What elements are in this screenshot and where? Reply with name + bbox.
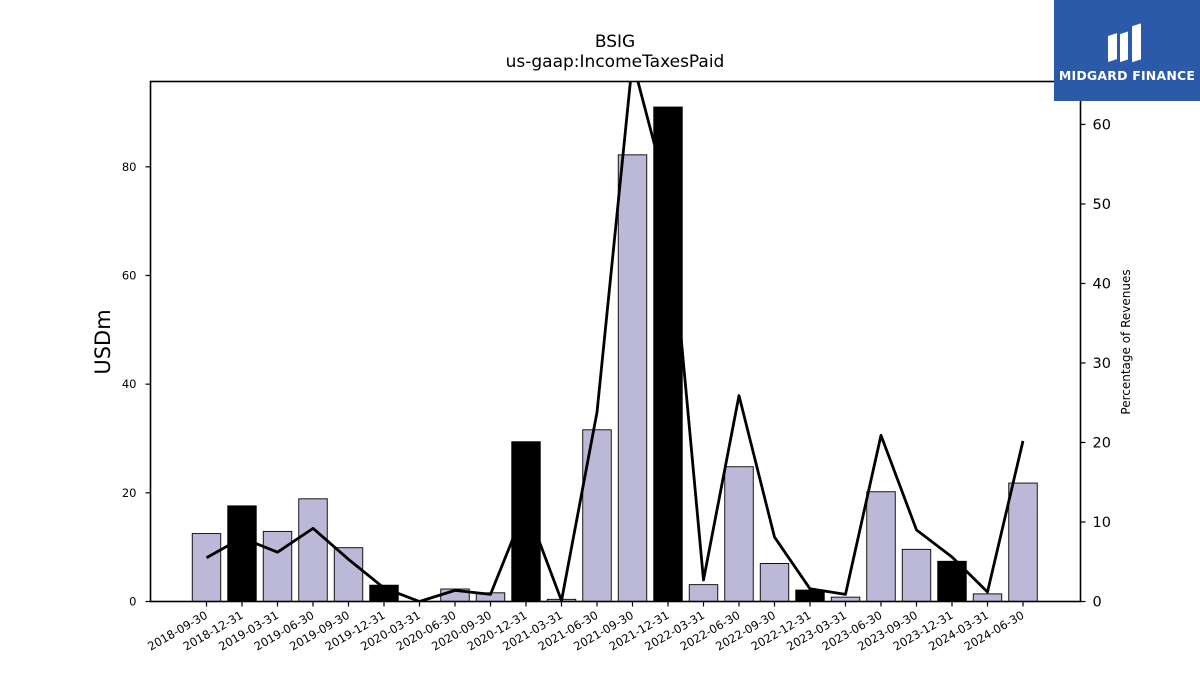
revenue-percentage-line xyxy=(205,81,1025,602)
y2-tick-label: 30 xyxy=(1093,356,1111,372)
y2-axis-ticks: 0 10 20 30 40 50 60 xyxy=(1080,117,1111,611)
bar-2022-06-30 xyxy=(724,466,754,602)
chart-title: BSIG xyxy=(594,32,636,52)
x-axis-ticks: 2018-09-302018-12-312019-03-312019-06-30… xyxy=(145,601,1027,654)
y-tick-label: 20 xyxy=(122,486,137,500)
bar-2019-03-31 xyxy=(262,530,293,602)
y2-tick-label: 60 xyxy=(1093,117,1111,133)
bar-2019-06-30 xyxy=(298,498,328,602)
bar-2019-09-30 xyxy=(333,547,364,602)
logo-text: MIDGARD FINANCE xyxy=(1058,68,1196,83)
y2-axis-label: Percentage of Revenues xyxy=(1119,269,1133,414)
brand-logo: MIDGARD FINANCE xyxy=(1054,0,1200,101)
bar-2020-12-31 xyxy=(511,441,541,602)
line-series xyxy=(205,81,1025,602)
y-tick-label: 40 xyxy=(122,377,137,391)
bar-2018-09-30 xyxy=(191,533,222,602)
y-tick-label: 0 xyxy=(129,595,136,609)
chart-subtitle: us-gaap:IncomeTaxesPaid xyxy=(505,52,725,72)
y-tick-label: 60 xyxy=(122,268,137,282)
bar-2022-12-31 xyxy=(795,589,825,602)
bar-2023-09-30 xyxy=(901,548,932,602)
bar-2023-06-30 xyxy=(866,491,896,602)
bar-2022-09-30 xyxy=(759,563,790,602)
plot-frame xyxy=(149,80,1082,603)
bar-2022-03-31 xyxy=(688,584,719,602)
y-axis-ticks: 0 20 40 60 80 xyxy=(122,160,151,609)
y2-tick-label: 10 xyxy=(1093,515,1111,531)
bar-group xyxy=(191,106,1038,602)
y2-tick-label: 40 xyxy=(1093,276,1111,292)
y2-tick-label: 0 xyxy=(1093,595,1102,611)
y2-tick-label: 50 xyxy=(1093,197,1111,213)
bar-2018-12-31 xyxy=(227,505,257,602)
y-axis-label: USDm xyxy=(91,309,115,374)
y-tick-label: 80 xyxy=(122,160,137,174)
bar-2021-09-30 xyxy=(617,154,648,602)
bar-2024-03-31 xyxy=(972,593,1003,602)
y2-tick-label: 20 xyxy=(1093,435,1111,451)
bar-2021-12-31 xyxy=(653,106,683,602)
midgard-logo-icon xyxy=(1108,23,1141,63)
bar-2024-06-30 xyxy=(1008,482,1038,602)
bar-2021-06-30 xyxy=(582,429,612,602)
